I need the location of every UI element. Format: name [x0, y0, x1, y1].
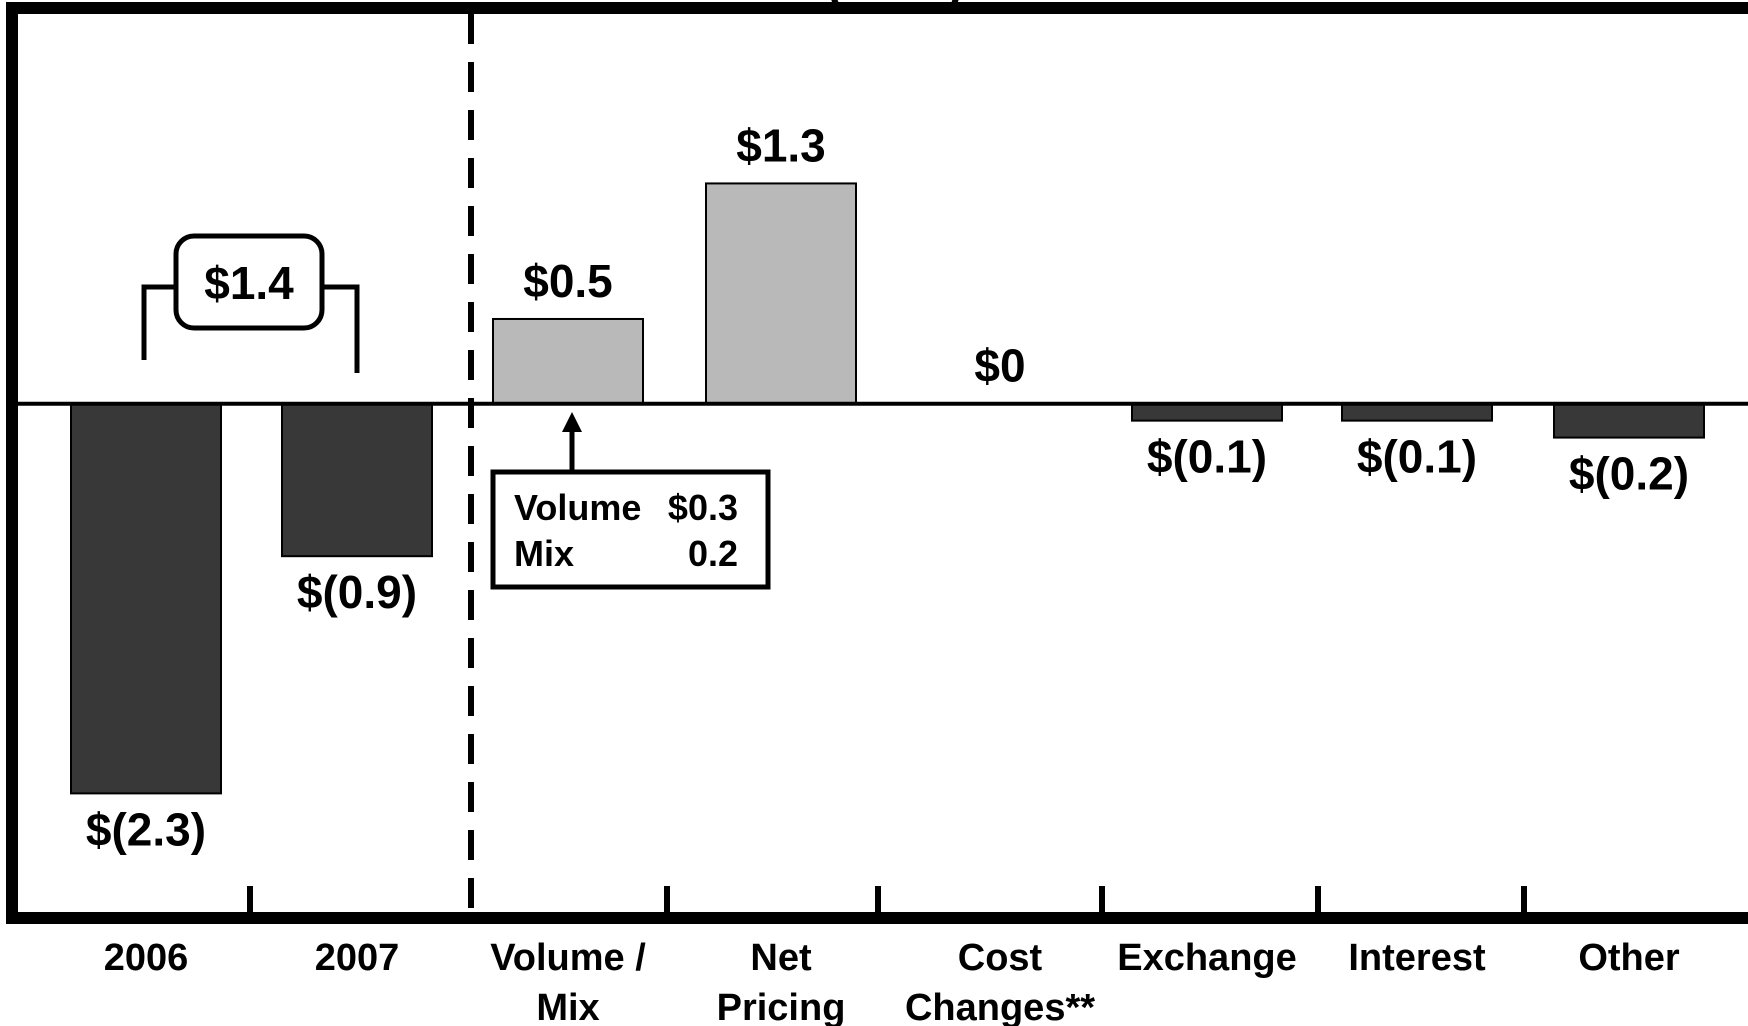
callout-mix-label: Mix: [514, 533, 574, 574]
plot-frame: [6, 2, 1748, 924]
value-label-group: $(2.3) $(0.9) $0.5 $1.3 $0 $(0.1) $(0.1) $(0.2): [86, 119, 1689, 855]
category-label-volume-mix-line2: Mix: [536, 987, 599, 1026]
value-label-cost-changes: $0: [974, 340, 1025, 392]
value-label-2007: $(0.9): [297, 566, 417, 618]
value-label-interest: $(0.1): [1357, 431, 1477, 483]
category-label-volume-mix: Volume /: [490, 937, 646, 979]
bracket-left-arm: [141, 284, 180, 360]
bar-2007: [281, 402, 433, 558]
category-label-cost-changes: Cost: [958, 937, 1043, 979]
bar-exchange: [1131, 402, 1283, 422]
callout-box: [490, 469, 771, 590]
value-label-exchange: $(0.1): [1147, 431, 1267, 483]
category-label-other: Other: [1578, 937, 1680, 979]
category-label-group: 2006 2007 Volume / Mix Net Pricing Cost Changes…: [104, 937, 1680, 1026]
bracket-label: $1.4: [204, 257, 294, 309]
category-label-net-pricing: Net: [750, 937, 812, 979]
value-label-other: $(0.2): [1569, 448, 1689, 500]
callout-arrow-head: [562, 412, 582, 432]
callout-volume-value: $0.3: [668, 487, 738, 528]
bar-interest: [1341, 402, 1493, 422]
bracket-right-arm: [320, 284, 360, 373]
callout-mix-value: 0.2: [688, 533, 738, 574]
value-label-net-pricing: $1.3: [736, 119, 826, 171]
tick-group: [247, 886, 1527, 912]
bracket-label-box: [173, 233, 325, 331]
value-label-2006: $(2.3): [86, 803, 206, 855]
bar-2006: [70, 402, 222, 795]
bar-volume-mix: [492, 317, 644, 405]
change-bracket: $1.4: [141, 233, 360, 373]
category-label-cost-changes-line2: Changes**: [905, 987, 1095, 1026]
category-label-net-pricing-line2: Pricing: [717, 987, 846, 1026]
value-label-volume-mix: $0.5: [523, 255, 613, 307]
category-label-exchange: Exchange: [1117, 937, 1297, 979]
category-label-interest: Interest: [1348, 937, 1486, 979]
category-label-2006: 2006: [104, 937, 189, 979]
bar-other: [1553, 402, 1705, 439]
bar-net-pricing: [705, 182, 857, 405]
volume-mix-callout: Volume $0.3 Mix 0.2: [490, 412, 771, 590]
category-label-2007: 2007: [315, 937, 400, 979]
callout-volume-label: Volume: [514, 487, 641, 528]
